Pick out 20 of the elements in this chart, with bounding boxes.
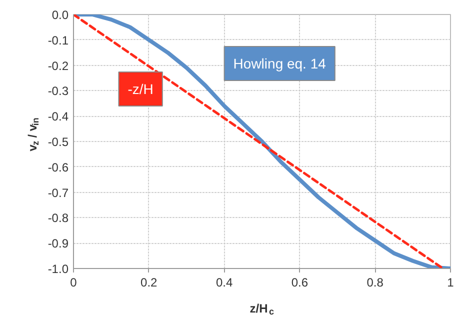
x-tick-label: 0.2 xyxy=(140,276,158,290)
text: Howling eq. 14 xyxy=(233,56,326,72)
y-tick-label: -0.6 xyxy=(48,160,69,174)
y-tick-label: -0.7 xyxy=(48,186,69,200)
y-tick-label: -0.8 xyxy=(48,211,69,226)
y-tick-label: 0.0 xyxy=(52,8,69,22)
y-tick-label: -0.1 xyxy=(48,33,69,48)
y-tick-label: -0.2 xyxy=(48,58,69,73)
x-tick-label: 1 xyxy=(447,276,454,290)
y-tick-label: -0.9 xyxy=(48,236,69,251)
y-axis-title: vz / vin xyxy=(26,118,40,152)
x-tick-label: 0.4 xyxy=(216,276,233,290)
x-tick-label: 0 xyxy=(70,276,78,290)
y-tick-label: -0.3 xyxy=(48,84,69,98)
x-tick-label: 0.6 xyxy=(291,276,308,290)
y-tick-label: -0.5 xyxy=(48,135,69,149)
y-tick-label: -0.4 xyxy=(48,110,69,124)
series-label: -z/H xyxy=(128,80,154,97)
x-tick-label: 0.8 xyxy=(366,276,384,290)
y-tick-label: -1.0 xyxy=(48,262,69,276)
